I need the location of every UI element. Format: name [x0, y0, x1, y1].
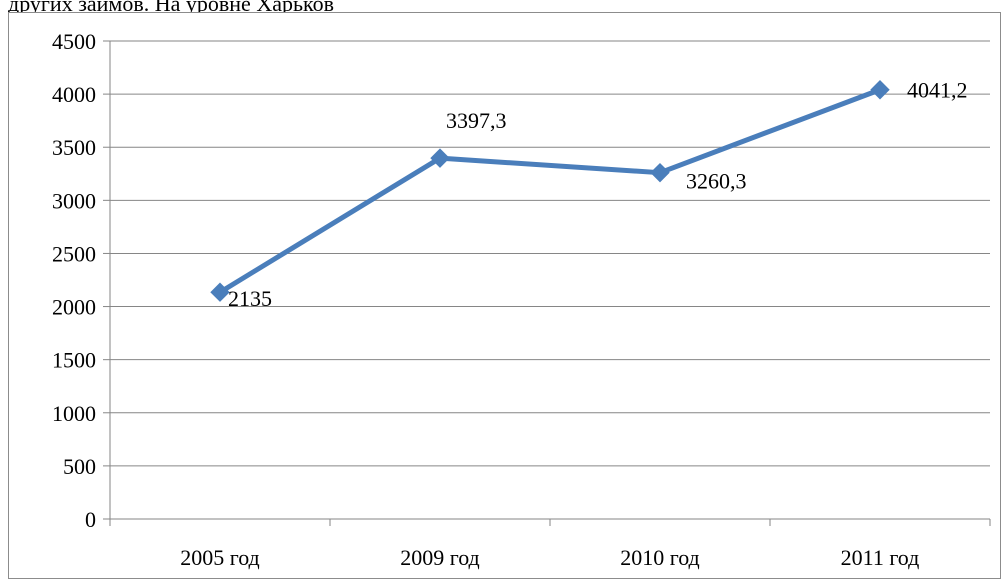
- data-label-1: 3397,3: [446, 108, 507, 133]
- x-tick-label-0: 2005 год: [180, 545, 260, 570]
- data-point-2: [650, 162, 670, 183]
- x-tick-labels: 2005 год 2009 год 2010 год 2011 год: [180, 545, 919, 570]
- axes: [103, 40, 991, 526]
- data-label-0: 2135: [228, 286, 272, 311]
- x-tick-label-1: 2009 год: [400, 545, 480, 570]
- data-labels: 2135 3397,3 3260,3 4041,2: [228, 78, 968, 311]
- y-tick-label-2500: 2500: [52, 241, 96, 266]
- y-tick-label-500: 500: [63, 454, 96, 479]
- x-tick-label-3: 2011 год: [841, 545, 920, 570]
- y-tick-label-2000: 2000: [52, 295, 96, 320]
- y-tick-label-3000: 3000: [52, 188, 96, 213]
- data-point-3: [870, 80, 890, 100]
- data-label-2: 3260,3: [686, 169, 747, 194]
- series-line-0: [217, 87, 883, 295]
- y-tick-label-4000: 4000: [52, 82, 96, 107]
- x-tick-label-2: 2010 год: [620, 545, 700, 570]
- data-markers: [210, 80, 890, 302]
- y-tick-labels: 0 500 1000 1500 2000 2500 3000 3500 4000 4500: [52, 29, 96, 532]
- data-point-0: [210, 282, 230, 302]
- gridlines: [110, 40, 990, 467]
- series-line: [217, 87, 883, 295]
- y-tick-label-3500: 3500: [52, 135, 96, 160]
- y-tick-label-4500: 4500: [52, 29, 96, 54]
- data-label-3: 4041,2: [907, 78, 968, 103]
- data-point-1: [430, 148, 450, 168]
- y-tick-label-1000: 1000: [52, 401, 96, 426]
- y-tick-label-1500: 1500: [52, 348, 96, 373]
- y-tick-label-0: 0: [85, 507, 96, 532]
